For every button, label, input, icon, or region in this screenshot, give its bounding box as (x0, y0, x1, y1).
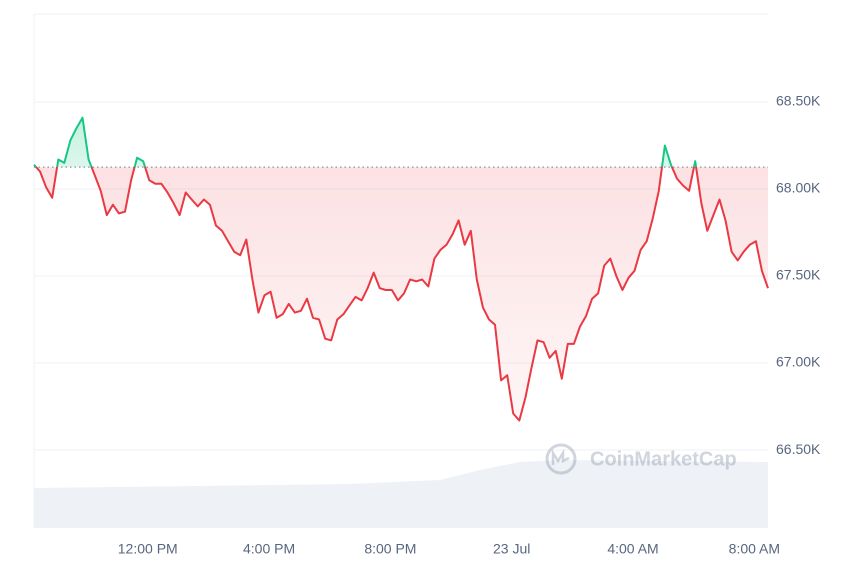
area-fill (34, 117, 768, 421)
x-tick-label: 8:00 PM (364, 541, 416, 557)
y-tick-label: 68.00K (776, 180, 821, 196)
y-tick-label: 67.50K (776, 267, 821, 283)
watermark: CoinMarketCap (545, 443, 737, 475)
x-tick-label: 4:00 PM (243, 541, 295, 557)
y-tick-label: 66.50K (776, 441, 821, 457)
y-tick-label: 68.50K (776, 93, 821, 109)
x-tick-label: 23 Jul (493, 541, 530, 557)
x-tick-label: 12:00 PM (118, 541, 178, 557)
watermark-text: CoinMarketCap (590, 448, 737, 470)
x-tick-label: 8:00 AM (729, 541, 780, 557)
x-tick-label: 4:00 AM (607, 541, 658, 557)
price-line (33, 116, 769, 422)
volume-area (34, 460, 768, 528)
y-tick-label: 67.00K (776, 354, 821, 370)
